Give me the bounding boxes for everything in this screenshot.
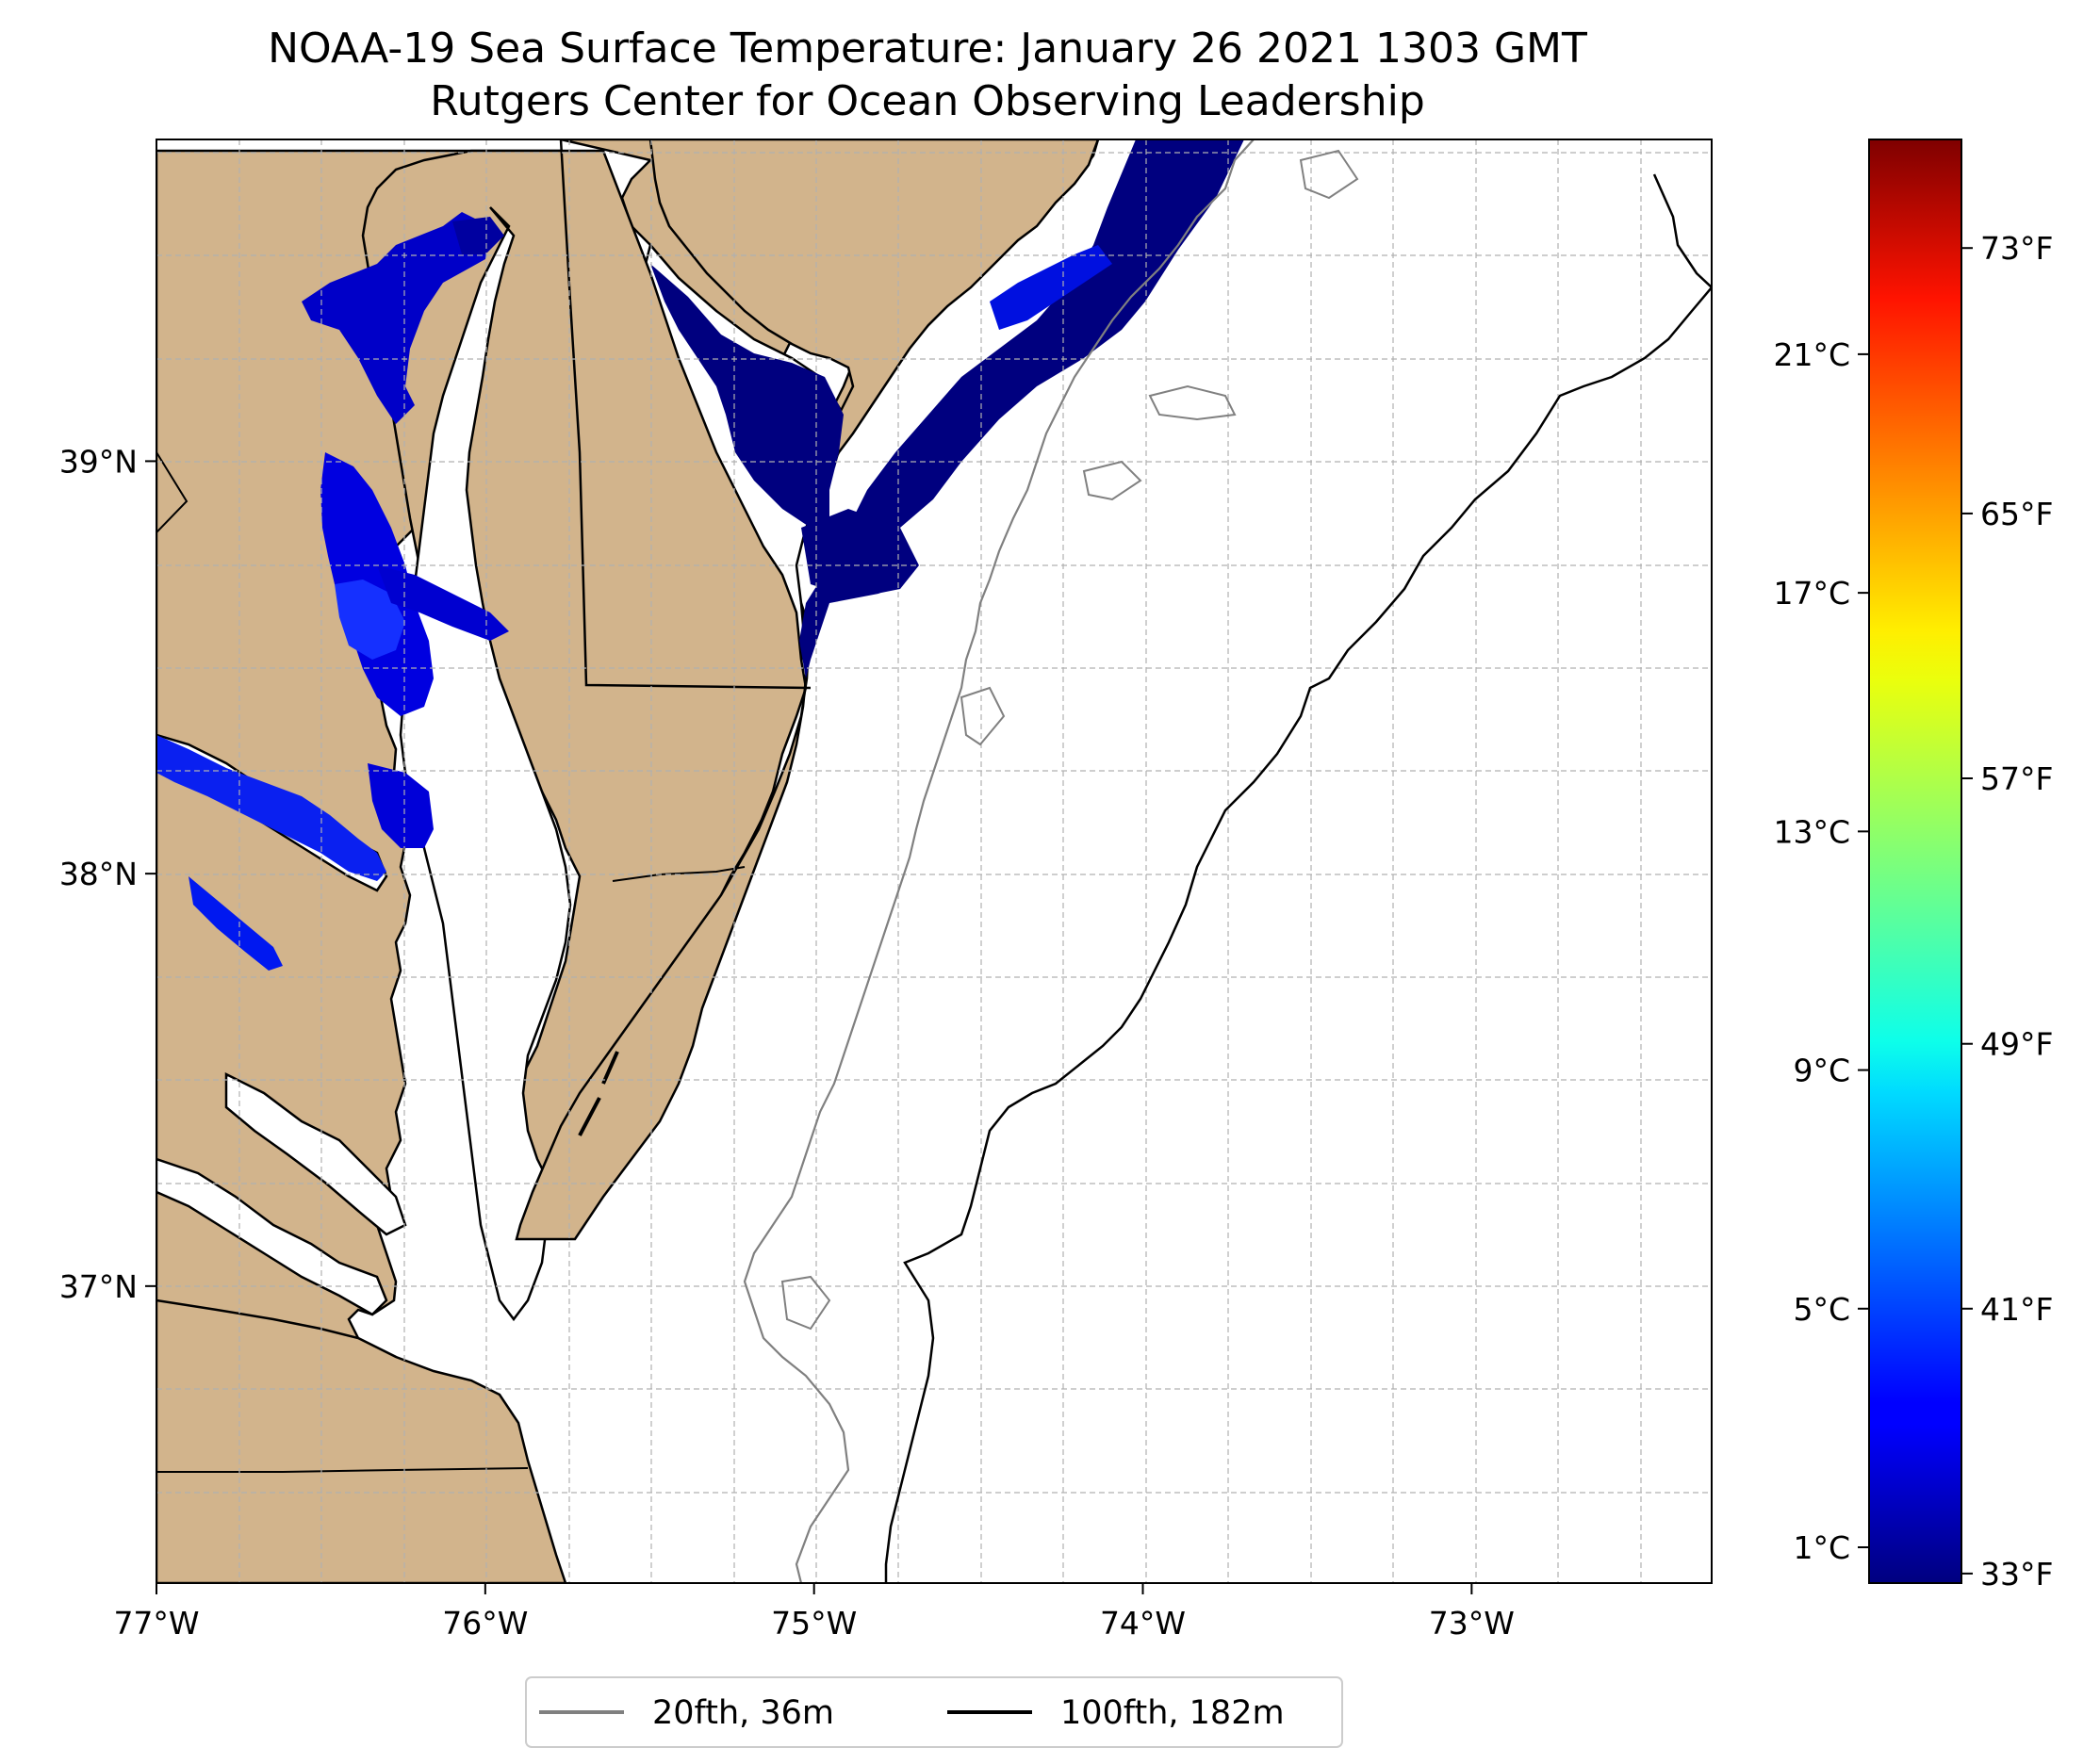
y-axis-ticks: 39°N 38°N 37°N: [59, 443, 156, 1305]
land-southern-virginia: [156, 1298, 567, 1583]
legend-label-20fth: 20fth, 36m: [652, 1694, 834, 1732]
colorbar-celsius-tick-label: 21°C: [1773, 336, 1850, 373]
colorbar-fahrenheit-tick-label: 65°F: [1980, 496, 2053, 532]
map-frame: [156, 139, 1713, 1584]
river-james: [224, 1071, 407, 1236]
border-va-nc: [156, 1467, 529, 1473]
contour-20fth-shoal-3: [1082, 460, 1142, 501]
x-tick-label: 77°W: [113, 1605, 199, 1642]
colorbar-celsius-tick-label: 1°C: [1793, 1529, 1850, 1566]
sst-mid-chesapeake: [320, 452, 434, 716]
colorbar-celsius-tick-label: 13°C: [1773, 813, 1850, 850]
sst-chesapeake-center: [335, 580, 405, 660]
border-md-de: [559, 139, 812, 690]
delmarva-atlantic-coast: [515, 602, 811, 1241]
x-tick-label: 73°W: [1429, 1605, 1515, 1642]
sst-delaware-shelf: [799, 139, 1244, 678]
sst-rappahannock: [189, 876, 283, 971]
y-tick-label: 39°N: [59, 443, 138, 480]
colorbar-fahrenheit-tick-label: 33°F: [1980, 1556, 2053, 1592]
contour-20fth-shoal-2: [1148, 384, 1237, 421]
sst-choptank: [377, 565, 509, 641]
colorbar-fahrenheit-tick-label: 41°F: [1980, 1291, 2053, 1328]
x-tick-label: 76°W: [442, 1605, 528, 1642]
y-tick-label: 37°N: [59, 1268, 138, 1305]
sst-delaware-mouth: [801, 509, 919, 594]
sst-upper-chesapeake: [302, 212, 490, 424]
colorbar-celsius-tick-label: 5°C: [1793, 1291, 1850, 1328]
chesapeake-bay: [399, 206, 572, 1322]
colorbar-celsius-ticks: 1°C 5°C 9°C 13°C 17°C 21°C: [1773, 336, 1869, 1566]
colorbar: [1868, 139, 1962, 1584]
x-tick-label: 75°W: [771, 1605, 857, 1642]
y-tick-label: 38°N: [59, 856, 138, 892]
gridlines: [156, 139, 1712, 1583]
sst-tangier: [368, 763, 434, 848]
x-axis-ticks: 77°W 76°W 75°W 74°W 73°W: [113, 1583, 1515, 1642]
contour-20fth: [743, 139, 1255, 1583]
sst-nj-coast: [990, 245, 1112, 330]
border-west: [156, 451, 189, 533]
contour-20fth-shoal-1: [1299, 149, 1359, 200]
sst-potomac: [156, 735, 386, 881]
map-area: [156, 139, 1712, 1583]
title-line-1: NOAA-19 Sea Surface Temperature: January…: [268, 24, 1587, 73]
colorbar-fahrenheit-tick-label: 73°F: [1980, 230, 2053, 267]
legend-label-100fth: 100fth, 182m: [1060, 1694, 1285, 1732]
barrier-island-2: [578, 1097, 601, 1136]
colorbar-celsius-tick-label: 9°C: [1793, 1053, 1850, 1089]
contour-20fth-shoal-5: [780, 1275, 831, 1331]
colorbar-fahrenheit-tick-label: 49°F: [1980, 1026, 2053, 1063]
river-york: [156, 1157, 388, 1316]
colorbar-fahrenheit-ticks: 33°F 41°F 49°F 57°F 65°F 73°F: [1961, 230, 2053, 1592]
legend: 20fth, 36m 100fth, 182m: [525, 1676, 1343, 1748]
contour-20fth-shoal-4: [960, 686, 1006, 746]
contour-100fth: [884, 173, 1712, 1583]
border-md-va-east: [612, 866, 746, 882]
legend-box: [525, 1676, 1343, 1748]
x-tick-label: 74°W: [1100, 1605, 1186, 1642]
sst-upper-bay-north: [452, 217, 504, 254]
colorbar-celsius-tick-label: 17°C: [1773, 575, 1850, 612]
barrier-island-1: [601, 1051, 619, 1085]
title-line-2: Rutgers Center for Ocean Observing Leade…: [430, 77, 1425, 125]
colorbar-fahrenheit-tick-label: 57°F: [1980, 760, 2053, 797]
sst-delaware-bay: [650, 264, 844, 528]
